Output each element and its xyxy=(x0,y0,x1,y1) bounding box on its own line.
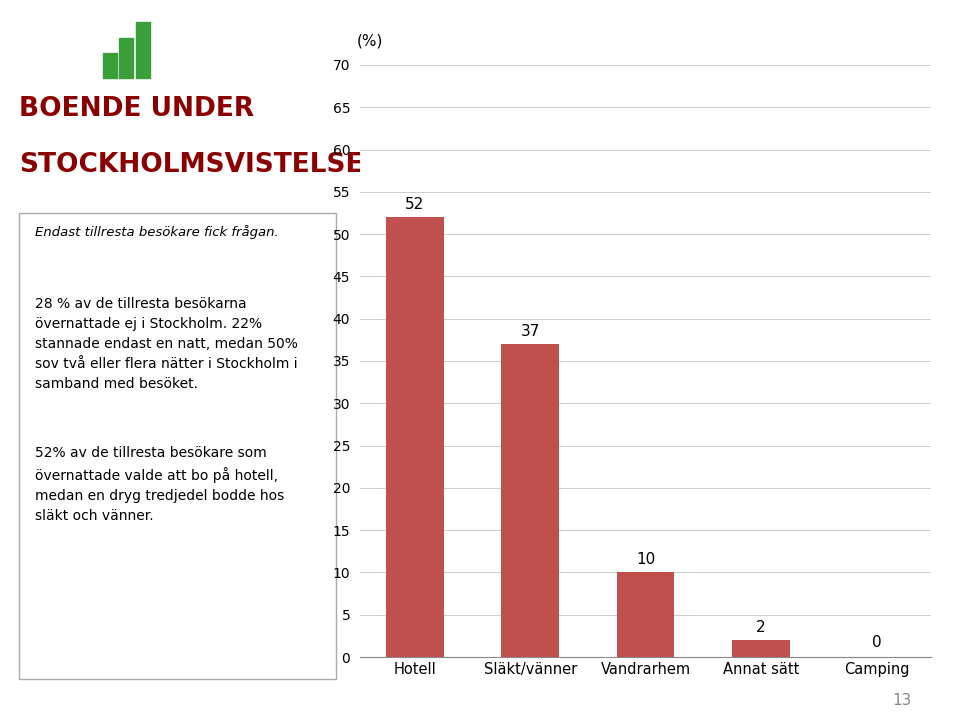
Text: 13: 13 xyxy=(893,692,912,708)
Text: 52: 52 xyxy=(405,197,424,212)
Bar xyxy=(103,53,117,78)
Text: 2: 2 xyxy=(756,620,766,635)
Bar xyxy=(732,640,790,657)
Bar xyxy=(386,217,444,657)
Bar xyxy=(501,344,559,657)
Text: STOCKHOLMSVISTELSEN: STOCKHOLMSVISTELSEN xyxy=(19,152,386,178)
Bar xyxy=(136,22,150,78)
Text: MIND: MIND xyxy=(29,32,92,52)
Text: RESEARCH: RESEARCH xyxy=(29,62,74,71)
Text: 52% av de tillresta besökare som
övernattade valde att bo på hotell,
medan en dr: 52% av de tillresta besökare som övernat… xyxy=(36,445,284,523)
Text: Endast tillresta besökare fick frågan.: Endast tillresta besökare fick frågan. xyxy=(36,225,278,238)
Text: (%): (%) xyxy=(357,33,383,48)
Bar xyxy=(119,38,133,78)
Text: 0: 0 xyxy=(872,635,881,651)
FancyBboxPatch shape xyxy=(19,213,336,679)
Bar xyxy=(616,573,675,657)
Text: 37: 37 xyxy=(520,324,540,339)
Text: 28 % av de tillresta besökarna
övernattade ej i Stockholm. 22%
stannade endast e: 28 % av de tillresta besökarna övernatta… xyxy=(36,297,298,391)
Text: BOENDE UNDER: BOENDE UNDER xyxy=(19,96,254,122)
Text: 10: 10 xyxy=(636,552,656,567)
